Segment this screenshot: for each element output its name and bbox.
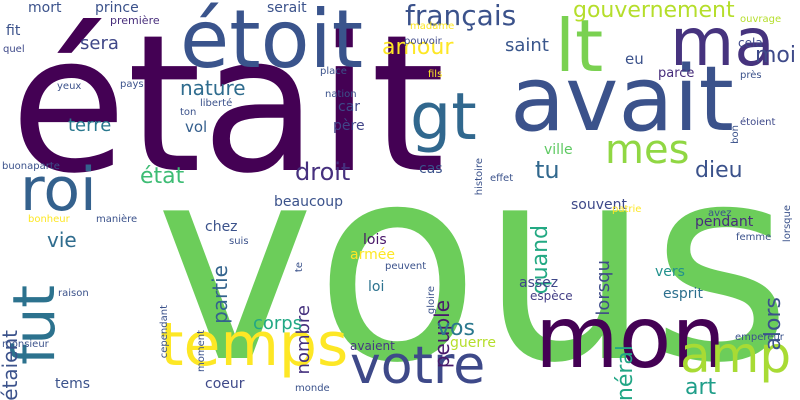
cloud-word: liberté bbox=[200, 98, 233, 109]
cloud-word: première bbox=[110, 14, 160, 27]
cloud-word: fit bbox=[6, 23, 21, 39]
cloud-word: cas bbox=[419, 161, 443, 177]
cloud-word: prince bbox=[95, 0, 139, 16]
cloud-word: père bbox=[333, 118, 365, 134]
cloud-word: étoit bbox=[180, 0, 364, 86]
cloud-word: serait bbox=[267, 0, 307, 16]
cloud-word: moment bbox=[196, 330, 207, 373]
cloud-word: esprit bbox=[663, 286, 703, 302]
cloud-word: était bbox=[10, 0, 446, 215]
cloud-word: amour bbox=[382, 35, 454, 60]
cloud-word: monde bbox=[295, 383, 330, 394]
cloud-word: raison bbox=[58, 288, 89, 299]
cloud-word: avait bbox=[510, 47, 734, 152]
cloud-word: terre bbox=[68, 115, 112, 136]
cloud-word: cependant bbox=[159, 305, 170, 359]
cloud-word: moi bbox=[755, 43, 797, 68]
cloud-word: tu bbox=[535, 156, 560, 184]
cloud-word: mort bbox=[28, 0, 62, 16]
cloud-word: manière bbox=[96, 214, 138, 225]
cloud-word: temps bbox=[160, 310, 349, 380]
cloud-word: vos bbox=[437, 316, 475, 341]
cloud-word: pendant bbox=[695, 214, 754, 230]
cloud-word: quel bbox=[3, 44, 25, 55]
cloud-word: lorsqu bbox=[593, 260, 614, 316]
cloud-word: madame bbox=[410, 21, 455, 32]
cloud-word: patrie bbox=[612, 204, 642, 215]
cloud-word: vous bbox=[155, 107, 792, 400]
cloud-word: yeux bbox=[57, 81, 82, 92]
cloud-word: pouvoir bbox=[404, 36, 442, 47]
cloud-word: ville bbox=[544, 142, 573, 158]
cloud-word: partie bbox=[208, 265, 232, 324]
cloud-word: gt bbox=[410, 80, 477, 155]
cloud-word: femme bbox=[736, 232, 772, 243]
cloud-word: avaient bbox=[350, 339, 395, 353]
cloud-word: gloire bbox=[426, 286, 437, 315]
cloud-word: sera bbox=[80, 33, 119, 54]
cloud-word: roi bbox=[20, 155, 97, 225]
cloud-word: espèce bbox=[530, 289, 573, 303]
cloud-word: eu bbox=[625, 50, 644, 68]
cloud-word: lois bbox=[363, 232, 387, 248]
cloud-word: corps bbox=[253, 313, 303, 334]
cloud-word: coeur bbox=[205, 376, 245, 392]
cloud-word: art bbox=[685, 375, 717, 400]
cloud-word: assez bbox=[519, 275, 559, 291]
cloud-word: étoient bbox=[740, 117, 776, 128]
cloud-word: ouvrage bbox=[740, 14, 782, 25]
cloud-word: te bbox=[294, 262, 305, 273]
cloud-word: saint bbox=[505, 35, 549, 56]
cloud-word: histoire bbox=[474, 158, 485, 196]
cloud-word: vie bbox=[47, 228, 77, 252]
cloud-word: peuvent bbox=[385, 261, 427, 272]
cloud-word: pays bbox=[120, 79, 144, 90]
cloud-word: nation bbox=[325, 89, 357, 100]
cloud-word: lt bbox=[555, 4, 604, 88]
cloud-word: chez bbox=[205, 219, 238, 235]
cloud-word: votre bbox=[350, 336, 486, 396]
cloud-word: place bbox=[320, 66, 347, 77]
cloud-word: loi bbox=[368, 279, 385, 295]
cloud-word: général bbox=[613, 345, 638, 400]
cloud-word: amp bbox=[680, 326, 792, 384]
cloud-word: tems bbox=[55, 376, 91, 392]
cloud-word: beaucoup bbox=[274, 194, 343, 210]
cloud-word: français bbox=[405, 0, 517, 32]
cloud-word: bonheur bbox=[28, 214, 70, 225]
cloud-word: empereur bbox=[735, 332, 784, 343]
cloud-word: dieu bbox=[695, 158, 743, 183]
cloud-word: monsieur bbox=[2, 339, 49, 350]
cloud-word: effet bbox=[490, 173, 514, 184]
cloud-word: buonaparte bbox=[2, 161, 60, 172]
cloud-word: avez bbox=[708, 208, 732, 219]
cloud-word: vol bbox=[185, 118, 208, 136]
cloud-word: armée bbox=[350, 247, 395, 263]
cloud-word: mon bbox=[535, 288, 726, 388]
cloud-word: droit bbox=[295, 158, 351, 186]
cloud-word: ma bbox=[670, 4, 775, 81]
cloud-word: car bbox=[338, 99, 361, 115]
cloud-word: état bbox=[140, 164, 185, 189]
cloud-word: mes bbox=[605, 127, 690, 173]
cloud-word: vers bbox=[655, 264, 685, 280]
cloud-word: guerre bbox=[450, 335, 496, 351]
cloud-word: ton bbox=[180, 107, 197, 118]
cloud-word: lorsque bbox=[782, 205, 793, 243]
cloud-word: près bbox=[740, 70, 762, 81]
cloud-word: cela bbox=[738, 36, 763, 50]
cloud-word: parce bbox=[658, 66, 695, 81]
cloud-word: gouvernement bbox=[573, 0, 735, 23]
cloud-word: souvent bbox=[571, 197, 627, 213]
cloud-word: suis bbox=[229, 236, 249, 247]
cloud-word: nature bbox=[180, 76, 246, 100]
cloud-word: fils bbox=[428, 69, 443, 80]
